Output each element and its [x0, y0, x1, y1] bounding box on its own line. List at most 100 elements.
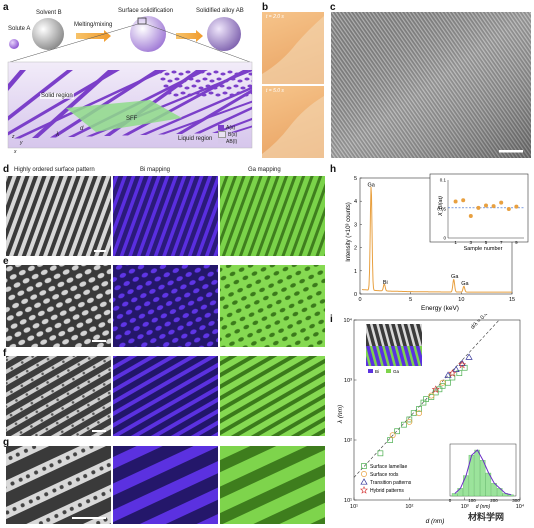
- panel-a-legend: A(s) B(s) AB(l): [218, 124, 237, 145]
- solvent-sphere: [32, 18, 64, 50]
- legend-label: Surface lamellae: [370, 464, 407, 470]
- i-point-lamellae: [387, 437, 393, 443]
- solid-region-label: Solid region: [40, 93, 74, 99]
- panel-c-sem-image: [331, 12, 531, 158]
- mixing-sphere: [130, 16, 166, 52]
- e-sem-image: [6, 265, 111, 347]
- h-ytick-label: 2: [354, 246, 357, 252]
- rod-dot: [206, 72, 212, 76]
- panel-f-label: f: [3, 348, 7, 359]
- h-inset-xtick-label: 1: [454, 240, 457, 245]
- rod-dot: [215, 93, 221, 97]
- rod-dot: [185, 70, 191, 74]
- h-xtick-label: 15: [509, 297, 515, 303]
- time-label-2: t = 5.0 s: [266, 88, 284, 94]
- i-point-lamellae: [394, 428, 400, 435]
- h-ytick-label: 5: [354, 176, 357, 182]
- legend-marker-lamellae: [361, 463, 367, 469]
- i-point-lamellae: [439, 382, 446, 389]
- alloy-label: Solidified alloy AB: [196, 8, 244, 14]
- rod-dot: [222, 91, 228, 95]
- rod-dot: [230, 77, 236, 81]
- h-xlabel: Energy (keV): [421, 305, 459, 312]
- i-point-lamellae: [416, 406, 422, 412]
- sff-label: SFF: [126, 116, 138, 122]
- h-inset-point: [499, 200, 504, 205]
- i-point-lamellae: [445, 379, 451, 386]
- i-hist-bar: [463, 475, 469, 497]
- i-hist-xtick-label: 0: [449, 498, 452, 503]
- i-hist-bar: [457, 488, 463, 497]
- alloy-sphere: [207, 17, 241, 51]
- i-point-transition: [465, 353, 473, 360]
- rod-dot: [220, 72, 226, 76]
- panel-c-label: c: [330, 2, 336, 13]
- surf-label: Surface solidification: [118, 8, 174, 14]
- i-axes-frame: [353, 319, 521, 501]
- peak-label-ga-2: Ga: [451, 274, 459, 280]
- h-inset-point: [506, 207, 511, 211]
- h-inset-point: [453, 199, 458, 204]
- h-xtick-label: 5: [409, 297, 412, 303]
- axis-z-label: z: [12, 134, 15, 140]
- rod-dot: [187, 93, 193, 97]
- rod-dot: [194, 91, 200, 95]
- g-bi-map: [113, 446, 218, 524]
- h-ytick-label: 1: [354, 269, 357, 275]
- panel-i-label: i: [330, 314, 333, 325]
- i-ylabel: λ (nm): [337, 405, 344, 424]
- panel-e-label: e: [3, 256, 9, 267]
- rod-dot: [202, 77, 208, 81]
- rod-dot: [237, 79, 243, 83]
- i-hist-bar: [474, 449, 480, 497]
- panel-i-chart: 10¹ 10² 10³ 10⁴ 10¹ 10² 10³ 10⁴ λ (nm) d (nm) d…: [337, 314, 525, 525]
- peak-label-bi: Bi: [383, 280, 388, 286]
- i-xtick-label: 10⁴: [516, 503, 525, 510]
- rod-dot: [166, 91, 172, 95]
- h-inset-ytick-label: 0: [443, 236, 446, 241]
- rod-dot: [192, 72, 198, 76]
- h-inset-ylabel: X_Bi(at): [438, 196, 444, 217]
- solute-sphere: [9, 39, 19, 49]
- legend-marker-hybrid: [360, 486, 368, 494]
- g-sem-image: [6, 446, 111, 524]
- legend-marker-transition: [360, 478, 368, 485]
- rod-dot: [174, 77, 180, 81]
- rod-dot: [184, 86, 190, 90]
- rod-dot: [233, 84, 239, 88]
- i-point-hybrid: [458, 360, 467, 369]
- panel-d-label: d: [3, 164, 10, 175]
- i-ytick-label: 10¹: [344, 498, 352, 504]
- i-point-lamellae: [377, 450, 384, 457]
- legend-b: B(s): [228, 131, 238, 138]
- i-ytick-label: 10²: [344, 438, 352, 444]
- axis-x-label: x: [14, 149, 17, 155]
- i-point-rods: [406, 418, 413, 425]
- melt-label: Melting/mixing: [74, 22, 113, 28]
- legend-label: Hybrid patterns: [370, 488, 404, 494]
- d-bi-map: [113, 176, 218, 256]
- arrow-right-icon: [76, 30, 111, 42]
- i-point-lamellae: [436, 386, 443, 393]
- lamella-stripe: [8, 70, 26, 140]
- lamella-stripe: [32, 70, 114, 138]
- i-inset-map: [366, 346, 422, 366]
- e-ga-map: [220, 265, 325, 347]
- e-bi-map: [113, 265, 218, 347]
- i-point-transition: [444, 371, 452, 378]
- rod-dot: [195, 79, 201, 83]
- d-ga-map: [220, 176, 325, 256]
- rod-dot: [170, 86, 176, 90]
- col3-title: Ga mapping: [248, 167, 281, 173]
- lambda-label: λ: [56, 132, 59, 138]
- rod-dot: [171, 70, 177, 74]
- rod-dot: [201, 93, 207, 97]
- i-xtick-label: 10³: [461, 504, 469, 510]
- lamella-stripe: [50, 70, 161, 138]
- axis-y-label: y: [20, 140, 23, 146]
- rod-dot: [173, 93, 179, 97]
- rod-dot: [213, 70, 219, 74]
- rod-dot: [191, 84, 197, 88]
- h-inset-xtick-label: 5: [485, 240, 488, 245]
